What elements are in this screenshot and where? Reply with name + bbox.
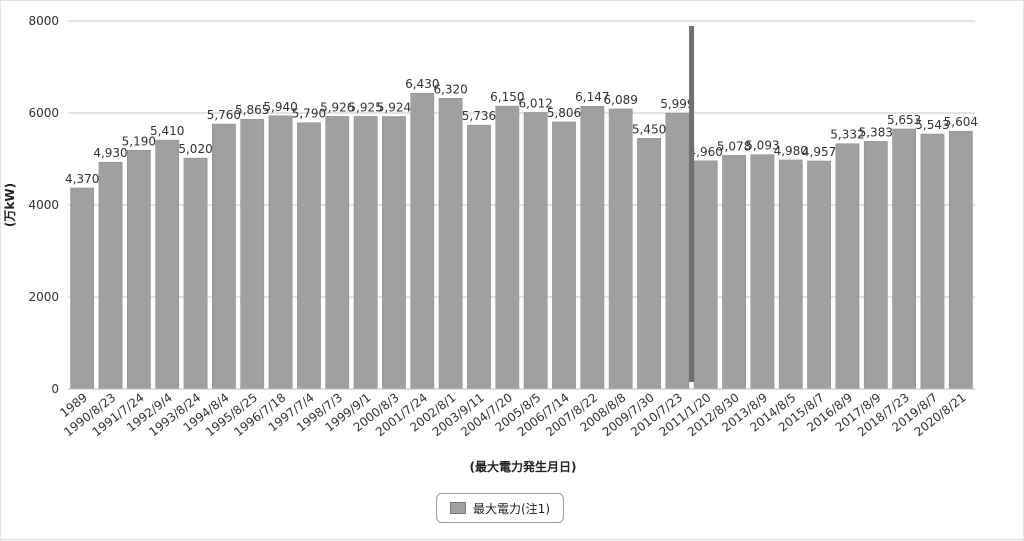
bar-value-label: 5,736 <box>462 109 496 123</box>
x-axis-ticks: 19891990/8/231991/7/241992/9/41993/8/241… <box>57 390 968 439</box>
bar-value-label: 6,150 <box>490 90 524 104</box>
bar[interactable] <box>438 98 463 390</box>
bar-value-label: 6,012 <box>518 96 552 110</box>
bar[interactable] <box>608 108 633 390</box>
bar-value-label: 5,543 <box>915 118 949 132</box>
bar[interactable] <box>722 155 746 390</box>
bar-value-label: 5,760 <box>207 108 241 122</box>
bar-value-label: 5,604 <box>944 115 978 129</box>
bar[interactable] <box>467 124 491 390</box>
bar-value-label: 5,999 <box>660 97 694 111</box>
y-tick-label: 6000 <box>28 106 59 120</box>
bar[interactable] <box>807 160 831 390</box>
bar-value-label: 5,940 <box>263 100 297 114</box>
bar[interactable] <box>552 121 576 390</box>
bar-value-label: 5,925 <box>348 100 382 114</box>
bar-value-label: 5,332 <box>830 128 864 142</box>
bar-value-label: 6,089 <box>604 93 638 107</box>
bar-value-label: 4,370 <box>65 172 99 186</box>
y-axis-title: (万kW) <box>3 183 17 227</box>
bar[interactable] <box>750 154 775 390</box>
bar[interactable] <box>580 105 605 390</box>
bar[interactable] <box>382 116 406 390</box>
legend-label: 最大電力(注1) <box>473 501 550 516</box>
legend-swatch <box>450 502 466 514</box>
bar[interactable] <box>155 139 180 390</box>
bar[interactable] <box>353 116 378 390</box>
bar-value-label: 6,430 <box>405 77 439 91</box>
bar-value-label: 5,653 <box>887 113 921 127</box>
bar-value-label: 4,980 <box>774 144 808 158</box>
bar[interactable] <box>240 118 265 390</box>
legend[interactable]: 最大電力(注1) <box>436 493 564 523</box>
divider-line <box>689 26 695 382</box>
bar[interactable] <box>268 115 293 390</box>
bar-value-label: 4,957 <box>802 145 836 159</box>
bar[interactable] <box>523 112 548 390</box>
y-tick-label: 0 <box>51 382 59 396</box>
bar[interactable] <box>835 143 860 390</box>
bar[interactable] <box>297 122 321 390</box>
bar[interactable] <box>212 123 236 390</box>
y-tick-label: 8000 <box>28 14 59 28</box>
bar[interactable] <box>637 138 661 390</box>
bar-value-label: 5,383 <box>859 125 893 139</box>
x-axis-title: (最大電力発生月日) <box>470 459 577 474</box>
bar[interactable] <box>778 159 803 390</box>
bar-value-label: 5,093 <box>745 139 779 153</box>
bar[interactable] <box>665 112 690 390</box>
bar[interactable] <box>863 141 888 390</box>
bar[interactable] <box>920 133 945 390</box>
bar-value-label: 5,865 <box>235 103 269 117</box>
bar-value-label: 4,930 <box>93 146 127 160</box>
bar-value-label: 5,790 <box>292 107 326 121</box>
bar[interactable] <box>693 160 718 390</box>
bar[interactable] <box>98 161 123 390</box>
bar-value-label: 5,926 <box>320 100 354 114</box>
bar[interactable] <box>183 157 208 390</box>
bar[interactable] <box>70 187 95 390</box>
y-tick-label: 4000 <box>28 198 59 212</box>
bar[interactable] <box>948 130 973 390</box>
bar[interactable] <box>892 128 917 390</box>
bar-value-label: 5,410 <box>150 124 184 138</box>
bar-value-label: 6,147 <box>575 90 609 104</box>
bar-value-label: 4,960 <box>689 145 723 159</box>
bar[interactable] <box>410 92 435 390</box>
bar-value-label: 5,450 <box>632 122 666 136</box>
bar-value-label: 6,320 <box>433 82 467 96</box>
bar-value-label: 5,924 <box>377 100 411 114</box>
bars <box>70 92 973 390</box>
y-tick-label: 2000 <box>28 290 59 304</box>
y-axis-ticks: 0 2000 4000 6000 8000 <box>28 14 59 396</box>
bar-value-label: 5,078 <box>717 139 751 153</box>
bar[interactable] <box>495 105 520 390</box>
bar[interactable] <box>126 150 151 390</box>
bar-value-label: 5,190 <box>122 134 156 148</box>
bar[interactable] <box>325 116 350 390</box>
bar-value-label: 5,020 <box>178 142 212 156</box>
bar-value-label: 5,806 <box>547 106 581 120</box>
